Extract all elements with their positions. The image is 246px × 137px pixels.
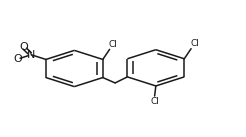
Text: N: N [27,50,35,60]
Text: Cl: Cl [108,40,117,49]
Text: O: O [19,42,28,52]
Text: O: O [13,54,22,64]
Text: Cl: Cl [150,97,159,106]
Text: Cl: Cl [190,39,199,48]
